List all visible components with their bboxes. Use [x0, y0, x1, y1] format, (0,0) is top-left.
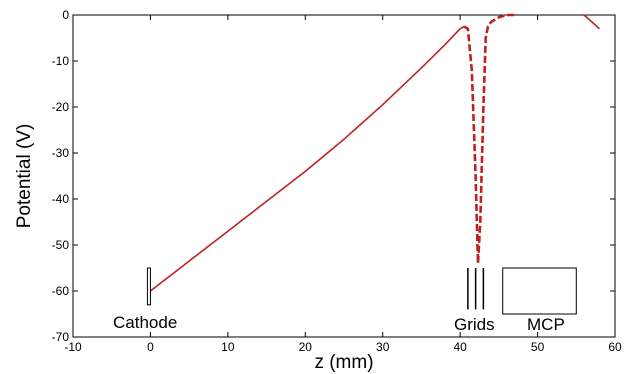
x-tick-label: 30 [376, 340, 390, 354]
device-components [146, 267, 577, 315]
y-tick-label: 0 [62, 8, 69, 22]
y-tick-label: -30 [52, 146, 70, 160]
y-tick-label: -10 [52, 54, 70, 68]
plot-area [72, 14, 616, 338]
mcp-label: MCP [527, 315, 565, 334]
series-lines [149, 13, 601, 292]
y-tick-label: -50 [52, 238, 70, 252]
y-tick-label: -60 [52, 284, 70, 298]
mcp-box [502, 267, 577, 315]
x-axis-label: z (mm) [314, 352, 373, 373]
potential-line [583, 14, 601, 30]
x-tick-label: 10 [221, 340, 235, 354]
y-tick-label: -40 [52, 192, 70, 206]
grids-label: Grids [454, 315, 495, 334]
x-tick-label: 40 [453, 340, 467, 354]
potential-line [149, 25, 465, 292]
potential-line [463, 13, 515, 265]
x-tick-label: 50 [531, 340, 545, 354]
cathode-plate [146, 267, 151, 306]
cathode-label: Cathode [113, 313, 177, 332]
y-tick-label: -70 [52, 330, 70, 344]
x-tick-label: 20 [299, 340, 313, 354]
y-axis-label: Potential (V) [14, 124, 35, 229]
y-tick-label: -20 [52, 100, 70, 114]
x-tick-label: -10 [64, 340, 82, 354]
axis-ticks: -10 0 10 20 30 40 50 60 0 -10 -20 -30 -40 -50 -60 -70 [52, 8, 622, 354]
x-tick-label: 60 [608, 340, 622, 354]
x-tick-label: 0 [147, 340, 154, 354]
